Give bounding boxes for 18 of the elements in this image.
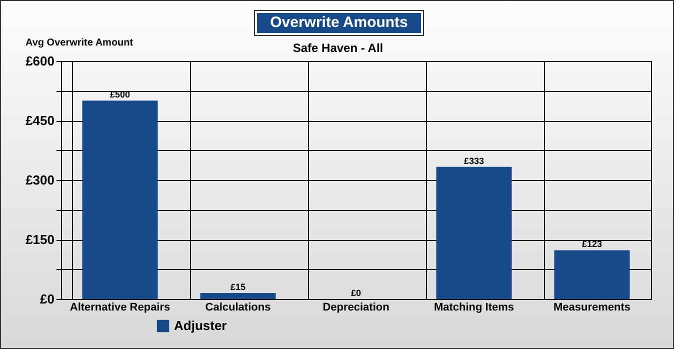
- x-tick-label: Measurements: [553, 302, 631, 314]
- y-tick-label: £600: [26, 54, 54, 68]
- x-tick-label: Matching Items: [434, 302, 514, 314]
- y-tick-label: £0: [40, 292, 54, 306]
- y-tick-label: £450: [26, 113, 54, 128]
- data-label: £0: [350, 288, 362, 298]
- chart-subtitle: Safe Haven - All: [292, 41, 384, 55]
- y-tick-label: £150: [26, 232, 54, 247]
- x-tick-label: Depreciation: [322, 302, 390, 314]
- data-label: £123: [582, 239, 602, 250]
- data-label: £333: [464, 156, 484, 166]
- y-tick-label: £300: [26, 172, 54, 188]
- y-axis-title: Avg Overwrite Amount: [26, 38, 134, 48]
- x-tick-label: Calculations: [205, 302, 271, 314]
- chart-title: Overwrite Amounts: [255, 11, 423, 35]
- data-label: £15: [230, 282, 246, 292]
- legend-label: Adjuster: [174, 318, 227, 333]
- x-tick-label: Alternative Repairs: [70, 302, 170, 314]
